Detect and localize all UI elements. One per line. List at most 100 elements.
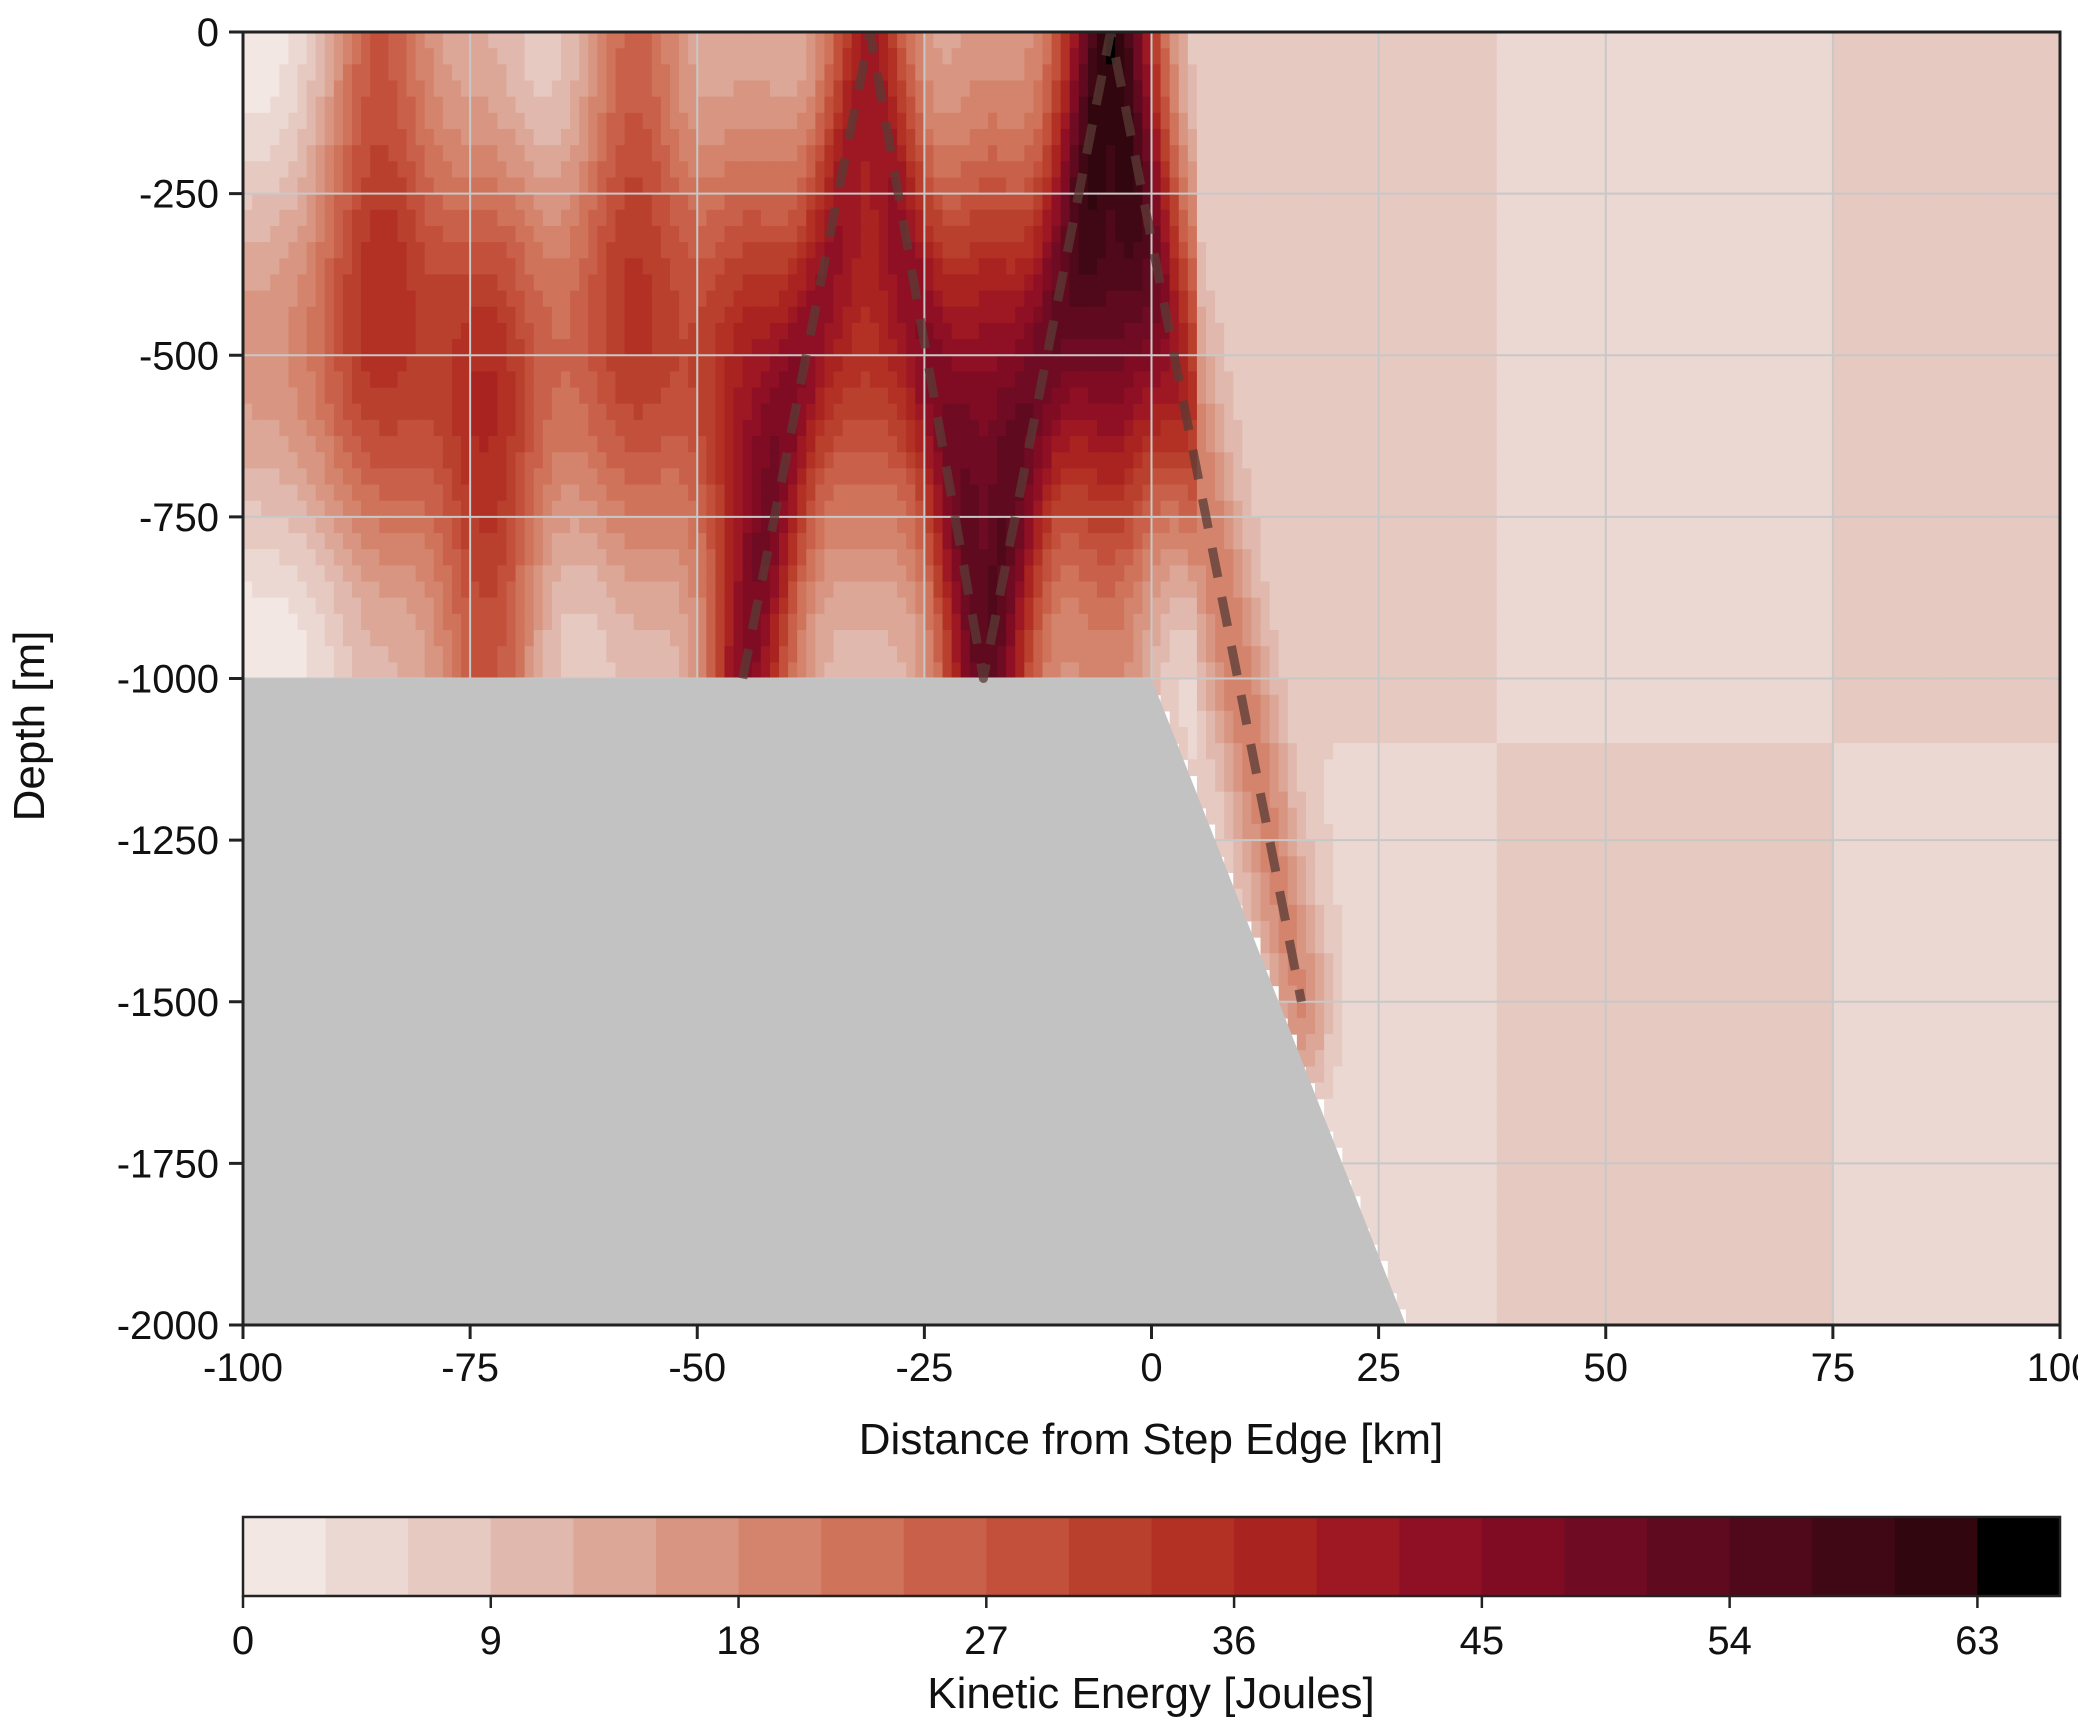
heatmap-cell xyxy=(524,258,535,276)
heatmap-cell xyxy=(1242,452,1253,469)
heatmap-cell xyxy=(451,516,462,534)
heatmap-cell xyxy=(515,274,526,292)
heatmap-cell xyxy=(252,112,262,130)
heatmap-cell xyxy=(769,646,780,663)
heatmap-cell xyxy=(270,355,280,373)
heatmap-cell xyxy=(1233,484,1243,502)
heatmap-cell xyxy=(815,468,826,486)
heatmap-cell xyxy=(361,597,371,615)
heatmap-cell xyxy=(715,48,726,65)
heatmap-cell xyxy=(579,662,589,680)
heatmap-cell xyxy=(515,193,526,211)
heatmap-cell xyxy=(660,662,671,680)
heatmap-cell xyxy=(815,339,826,356)
heatmap-cell xyxy=(1087,436,1098,453)
heatmap-cell xyxy=(1015,533,1025,550)
heatmap-cell xyxy=(551,290,562,308)
heatmap-cell xyxy=(615,274,626,292)
heatmap-cell xyxy=(1305,710,1316,728)
heatmap-cell xyxy=(1269,549,1280,566)
heatmap-cell xyxy=(1169,258,1180,276)
heatmap-cell xyxy=(651,630,662,647)
heatmap-cell xyxy=(497,597,508,615)
heatmap-cell xyxy=(479,290,489,308)
heatmap-cell xyxy=(688,161,698,179)
heatmap-cell xyxy=(842,371,853,389)
heatmap-cell xyxy=(878,32,889,49)
heatmap-cell xyxy=(361,371,371,389)
heatmap-cell xyxy=(1206,80,1216,98)
heatmap-cell xyxy=(697,64,707,82)
heatmap-cell xyxy=(524,597,535,615)
heatmap-cell xyxy=(279,484,290,502)
heatmap-cell xyxy=(715,322,726,340)
heatmap-cell xyxy=(1133,96,1144,114)
heatmap-cell xyxy=(733,581,744,599)
heatmap-cell xyxy=(651,565,662,583)
heatmap-cell xyxy=(424,225,435,243)
heatmap-cell xyxy=(915,209,925,227)
heatmap-cell xyxy=(279,339,290,356)
heatmap-cell xyxy=(1006,258,1016,276)
heatmap-cell xyxy=(252,177,262,195)
heatmap-cell xyxy=(1196,743,1207,760)
heatmap-cell xyxy=(642,468,653,486)
heatmap-cell xyxy=(978,419,989,437)
heatmap-cell xyxy=(724,419,735,437)
heatmap-cell xyxy=(933,452,944,469)
heatmap-cell xyxy=(633,306,644,324)
heatmap-cell xyxy=(869,436,880,453)
heatmap-cell xyxy=(715,64,726,82)
heatmap-cell xyxy=(1278,1001,1289,1019)
heatmap-cell xyxy=(760,193,771,211)
heatmap-cell xyxy=(733,96,744,114)
heatmap-cell xyxy=(370,128,380,146)
heatmap-cell xyxy=(660,581,671,599)
heatmap-cell xyxy=(779,96,789,114)
heatmap-cell xyxy=(542,64,553,82)
heatmap-cell xyxy=(515,112,526,130)
heatmap-cell xyxy=(960,177,971,195)
heatmap-cell xyxy=(415,161,426,179)
heatmap-cell xyxy=(1224,759,1234,777)
heatmap-cell xyxy=(1124,80,1134,98)
heatmap-cell xyxy=(370,452,380,469)
heatmap-cell xyxy=(524,662,535,680)
heatmap-cell xyxy=(524,225,535,243)
heatmap-cell xyxy=(633,597,644,615)
heatmap-cell xyxy=(406,177,417,195)
heatmap-cell xyxy=(651,177,662,195)
heatmap-cell xyxy=(1015,581,1025,599)
heatmap-cell xyxy=(788,533,798,550)
heatmap-cell xyxy=(724,96,735,114)
heatmap-cell xyxy=(1151,371,1162,389)
heatmap-cell xyxy=(1060,290,1071,308)
heatmap-cell xyxy=(1078,322,1089,340)
heatmap-cell xyxy=(1224,500,1234,518)
heatmap-cell xyxy=(479,355,489,373)
heatmap-cell xyxy=(488,32,498,49)
heatmap-cell xyxy=(624,258,635,276)
heatmap-cell xyxy=(824,274,835,292)
heatmap-cell xyxy=(1087,419,1098,437)
heatmap-cell xyxy=(1296,791,1307,809)
heatmap-cell xyxy=(1206,436,1216,453)
heatmap-cell xyxy=(1142,355,1153,373)
heatmap-cell xyxy=(606,630,617,647)
heatmap-cell xyxy=(1187,581,1198,599)
heatmap-cell xyxy=(987,549,998,566)
heatmap-cell xyxy=(751,290,762,308)
heatmap-cell xyxy=(606,549,617,566)
heatmap-cell xyxy=(361,128,371,146)
heatmap-cell xyxy=(1278,80,1289,98)
heatmap-cell xyxy=(424,436,435,453)
heatmap-cell xyxy=(1305,1001,1316,1019)
heatmap-cell xyxy=(1015,193,1025,211)
heatmap-cell xyxy=(1024,646,1034,663)
heatmap-cell xyxy=(715,581,726,599)
heatmap-cell xyxy=(315,646,326,663)
heatmap-cell xyxy=(978,145,989,162)
heatmap-cell xyxy=(715,419,726,437)
heatmap-cell xyxy=(733,290,744,308)
heatmap-cell xyxy=(1233,371,1243,389)
